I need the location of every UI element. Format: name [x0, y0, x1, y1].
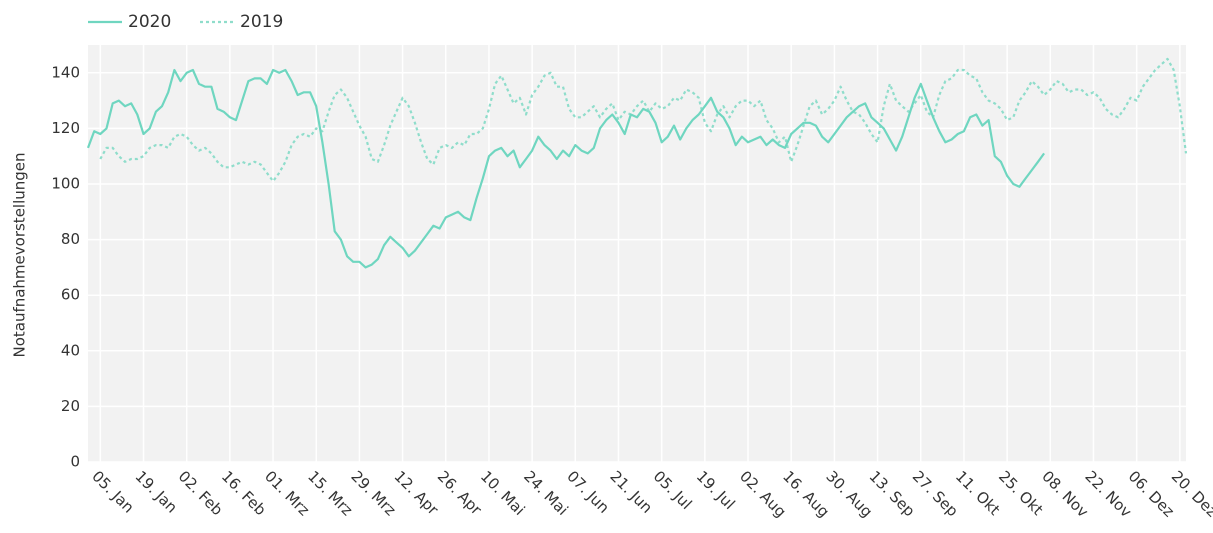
y-tick-label: 40: [61, 341, 80, 359]
x-tick-label: 26. Apr: [434, 467, 486, 519]
y-tick-label: 100: [51, 175, 80, 193]
x-tick-label: 25. Okt: [995, 467, 1047, 519]
x-tick-label: 11. Okt: [952, 467, 1004, 519]
y-tick-label: 20: [61, 397, 80, 415]
x-tick-label: 16. Feb: [218, 467, 270, 519]
legend-label: 2019: [240, 12, 283, 32]
y-axis-title: Notaufnahmevorstellungen: [11, 152, 29, 357]
x-tick-label: 15. Mrz: [304, 467, 356, 519]
y-tick-label: 60: [61, 286, 80, 304]
x-tick-label: 02. Feb: [175, 467, 227, 519]
y-tick-label: 140: [51, 63, 80, 81]
y-tick-label: 0: [70, 453, 80, 471]
x-tick-label: 07. Jun: [563, 467, 613, 517]
series-line: [99, 57, 1188, 183]
x-tick-label: 21. Jun: [606, 467, 656, 517]
x-tick-label: 10. Mai: [477, 467, 529, 519]
x-tick-label: 12. Apr: [391, 467, 443, 519]
x-tick-label: 08. Nov: [1038, 467, 1092, 521]
x-tick-label: 05. Jan: [88, 467, 137, 516]
x-tick-label: 30. Aug: [822, 467, 876, 521]
x-tick-label: 01. Mrz: [261, 467, 313, 519]
x-tick-label: 29. Mrz: [347, 467, 399, 519]
x-tick-label: 19. Jul: [693, 467, 739, 513]
x-tick-label: 05. Jul: [650, 467, 696, 513]
x-tick-label: 27. Sep: [909, 467, 962, 520]
x-tick-label: 02. Aug: [736, 467, 790, 521]
plot-background: [88, 45, 1186, 462]
series-line: [86, 68, 1045, 269]
x-tick-label: 20. Dez: [1168, 467, 1213, 520]
legend-label: 2020: [128, 12, 171, 32]
x-tick-label: 19. Jan: [132, 467, 181, 516]
x-tick-label: 06. Dez: [1125, 467, 1178, 520]
x-tick-label: 24. Mai: [520, 467, 572, 519]
y-tick-label: 80: [61, 230, 80, 248]
x-tick-label: 13. Sep: [866, 467, 919, 520]
y-tick-label: 120: [51, 119, 80, 137]
x-tick-label: 16. Aug: [779, 467, 833, 521]
x-tick-label: 22. Nov: [1081, 467, 1135, 521]
